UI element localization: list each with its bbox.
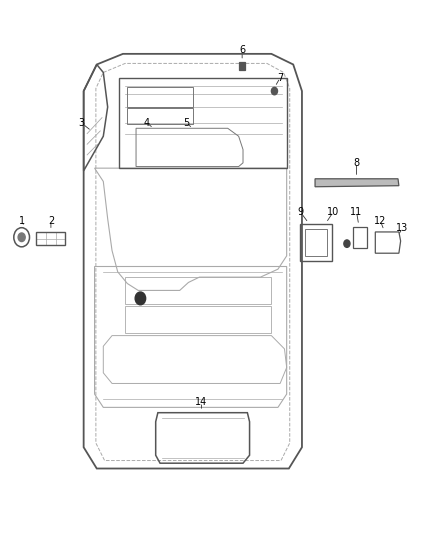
Text: 12: 12 (374, 216, 387, 227)
Circle shape (344, 240, 350, 247)
Text: 4: 4 (144, 118, 150, 128)
Circle shape (272, 87, 278, 95)
Text: 3: 3 (78, 118, 85, 128)
Polygon shape (239, 62, 245, 70)
Circle shape (135, 292, 146, 305)
Text: 10: 10 (327, 207, 339, 217)
Text: 14: 14 (195, 397, 208, 407)
Text: 6: 6 (239, 45, 245, 54)
Circle shape (18, 233, 25, 241)
Text: 9: 9 (297, 207, 303, 217)
Text: 7: 7 (277, 73, 283, 83)
Polygon shape (315, 179, 399, 187)
Text: 1: 1 (18, 216, 25, 227)
Text: 5: 5 (183, 118, 189, 128)
Text: 8: 8 (353, 158, 360, 168)
Text: 13: 13 (396, 223, 409, 233)
Text: 2: 2 (48, 216, 54, 227)
Text: 11: 11 (350, 207, 363, 217)
